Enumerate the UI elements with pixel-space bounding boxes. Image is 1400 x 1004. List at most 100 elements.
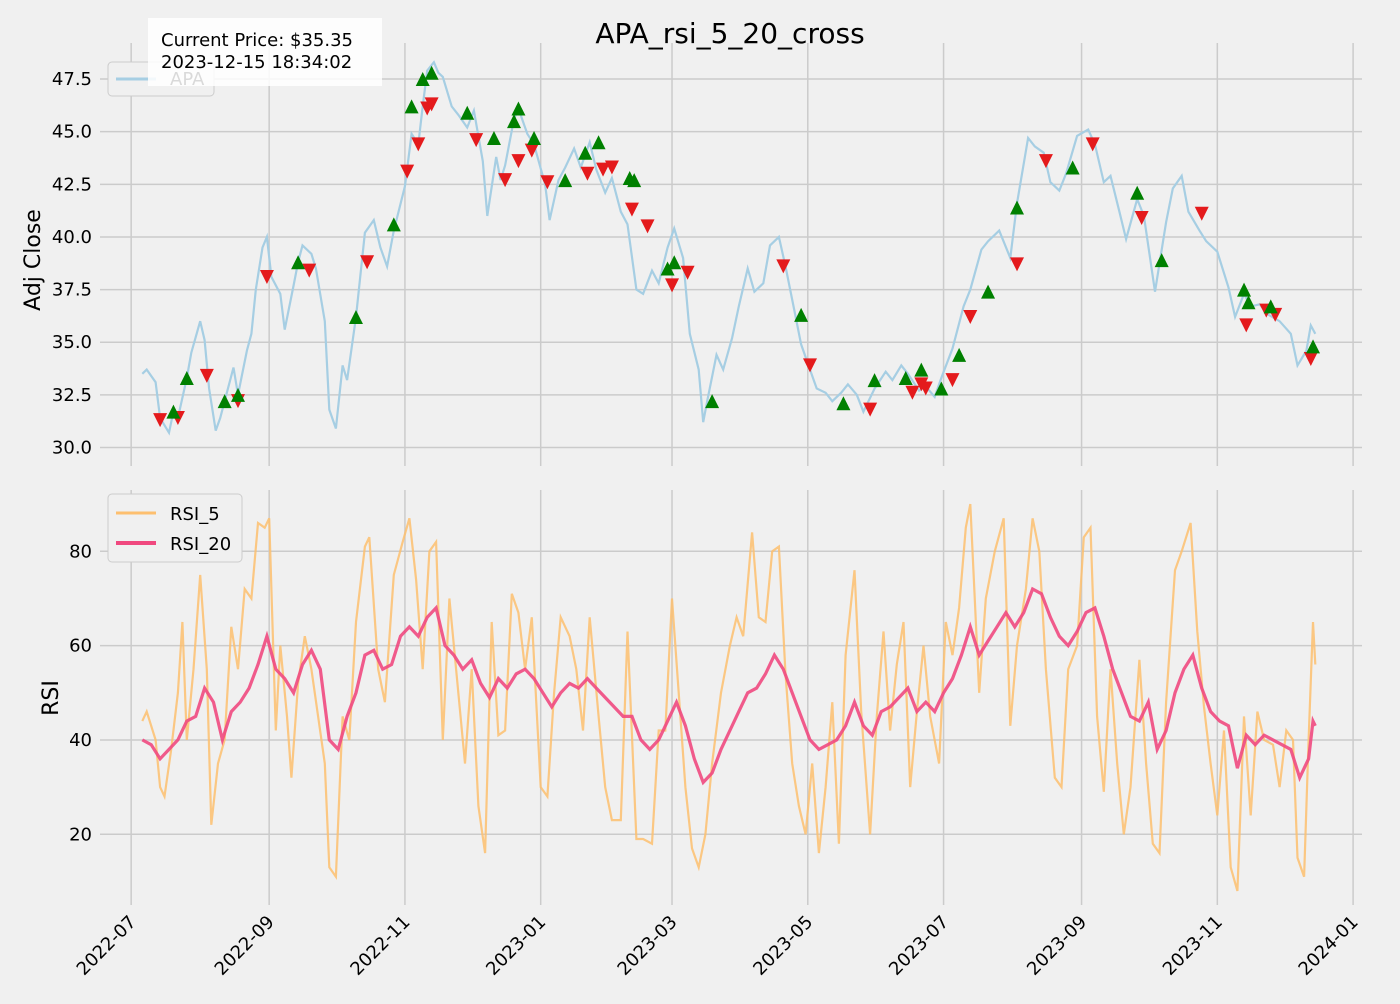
buy-signal-marker [511,101,526,116]
sell-signal-marker [199,368,214,383]
price-y-tick-label: 37.5 [52,280,92,301]
sell-signal-marker [640,219,655,234]
buy-signal-marker [794,307,809,322]
sell-signal-marker [580,166,595,181]
buy-signal-marker [914,362,929,377]
sell-signal-marker [511,154,526,169]
price-y-axis-label: Adj Close [21,209,46,311]
sell-signal-marker [1303,352,1318,367]
sell-signal-marker [863,402,878,417]
buy-signal-marker [660,261,675,276]
buy-signal-marker [558,173,573,188]
sell-signal-marker [604,160,619,175]
buy-signal-marker [230,387,245,402]
sell-signal-marker [803,358,818,373]
buy-signal-marker [952,347,967,362]
sell-signal-marker [1085,137,1100,152]
chart-title: APA_rsi_5_20_cross [595,17,864,50]
buy-signal-marker [705,394,720,409]
buy-signal-marker [836,396,851,411]
buy-signal-marker [1010,200,1025,215]
rsi5-legend-label: RSI_5 [170,504,220,525]
buy-signal-marker [867,373,882,388]
rsi5-line [141,503,1317,892]
price-y-tick-label: 40.0 [52,227,92,248]
sell-signal-marker [540,175,555,190]
buy-signal-marker [348,309,363,324]
sell-signal-marker [360,255,375,270]
buy-signal-marker [291,255,306,270]
buy-signal-marker [527,131,542,145]
sell-signal-marker [680,265,695,280]
sell-signal-marker [259,269,274,284]
rsi-y-axis-label: RSI [39,680,64,716]
buy-signal-marker [460,105,475,120]
buy-signal-markers [166,65,1321,419]
price-y-tick-label: 30.0 [52,437,92,458]
sell-signal-marker [153,413,168,428]
buy-signal-marker [424,65,439,80]
buy-signal-marker [1241,295,1256,310]
sell-signal-marker [498,173,513,188]
buy-signal-marker [1130,185,1145,200]
sell-signal-marker [963,309,978,324]
buy-signal-marker [217,394,232,409]
sell-signal-marker [1194,206,1209,221]
buy-signal-marker [627,173,642,188]
rsi-y-tick-label: 40 [69,730,92,751]
rsi20-legend-label: RSI_20 [170,534,231,555]
sell-signal-marker [945,373,960,388]
rsi-y-tick-labels: 20 40 60 80 [69,541,92,845]
sell-signal-marker [665,278,680,293]
buy-signal-marker [934,381,949,396]
sell-signal-marker [424,97,439,112]
timestamp-text: 2023-12-15 18:34:02 [161,52,352,73]
buy-signal-marker [667,255,682,270]
buy-signal-marker [486,131,501,145]
sell-signal-marker [400,164,415,179]
rsi-y-tick-label: 60 [69,636,92,657]
sell-signal-marker [411,137,426,152]
buy-signal-marker [578,145,593,160]
sell-signal-marker [596,162,611,177]
price-y-tick-label: 47.5 [52,69,92,90]
buy-signal-marker [166,404,181,419]
rsi20-line [141,586,1317,786]
price-y-tick-label: 32.5 [52,385,92,406]
price-y-tick-label: 45.0 [52,122,92,143]
sell-signal-marker [776,259,791,274]
sell-signal-marker [1239,318,1254,333]
buy-signal-marker [404,99,419,114]
buy-signal-marker [1263,299,1278,314]
price-y-tick-label: 42.5 [52,174,92,195]
current-price-text: Current Price: $35.35 [161,30,353,51]
buy-signal-marker [506,114,521,129]
buy-signal-marker [981,284,996,299]
sell-signal-marker [1038,154,1053,169]
sell-signal-marker [905,385,920,400]
info-box-background [148,18,382,86]
rsi-y-tick-label: 80 [69,541,92,562]
sell-signal-marker [1010,257,1025,272]
buy-signal-marker [898,371,913,385]
buy-signal-marker [1154,253,1169,268]
sell-signal-marker [302,263,317,278]
sell-signal-marker [524,143,539,158]
sell-signal-marker [918,381,933,396]
buy-signal-marker [415,72,430,87]
price-y-tick-label: 35.0 [52,332,92,353]
price-panel: 30.0 32.5 35.0 37.5 40.0 42.5 45.0 47.5 Adj Clo… [21,18,1362,466]
buy-signal-marker [1065,160,1080,175]
buy-signal-marker [386,217,401,232]
rsi-legend: RSI_5 RSI_20 [107,493,243,563]
buy-signal-marker [1237,282,1252,297]
sell-signal-marker [1134,211,1149,225]
buy-signal-marker [179,371,194,385]
info-box: Current Price: $35.35 2023-12-15 18:34:0… [148,18,382,86]
rsi-y-tick-label: 20 [69,824,92,845]
buy-signal-marker [1306,339,1321,354]
buy-signal-marker [591,135,606,150]
price-y-tick-labels: 30.0 32.5 35.0 37.5 40.0 42.5 45.0 47.5 [52,69,92,458]
